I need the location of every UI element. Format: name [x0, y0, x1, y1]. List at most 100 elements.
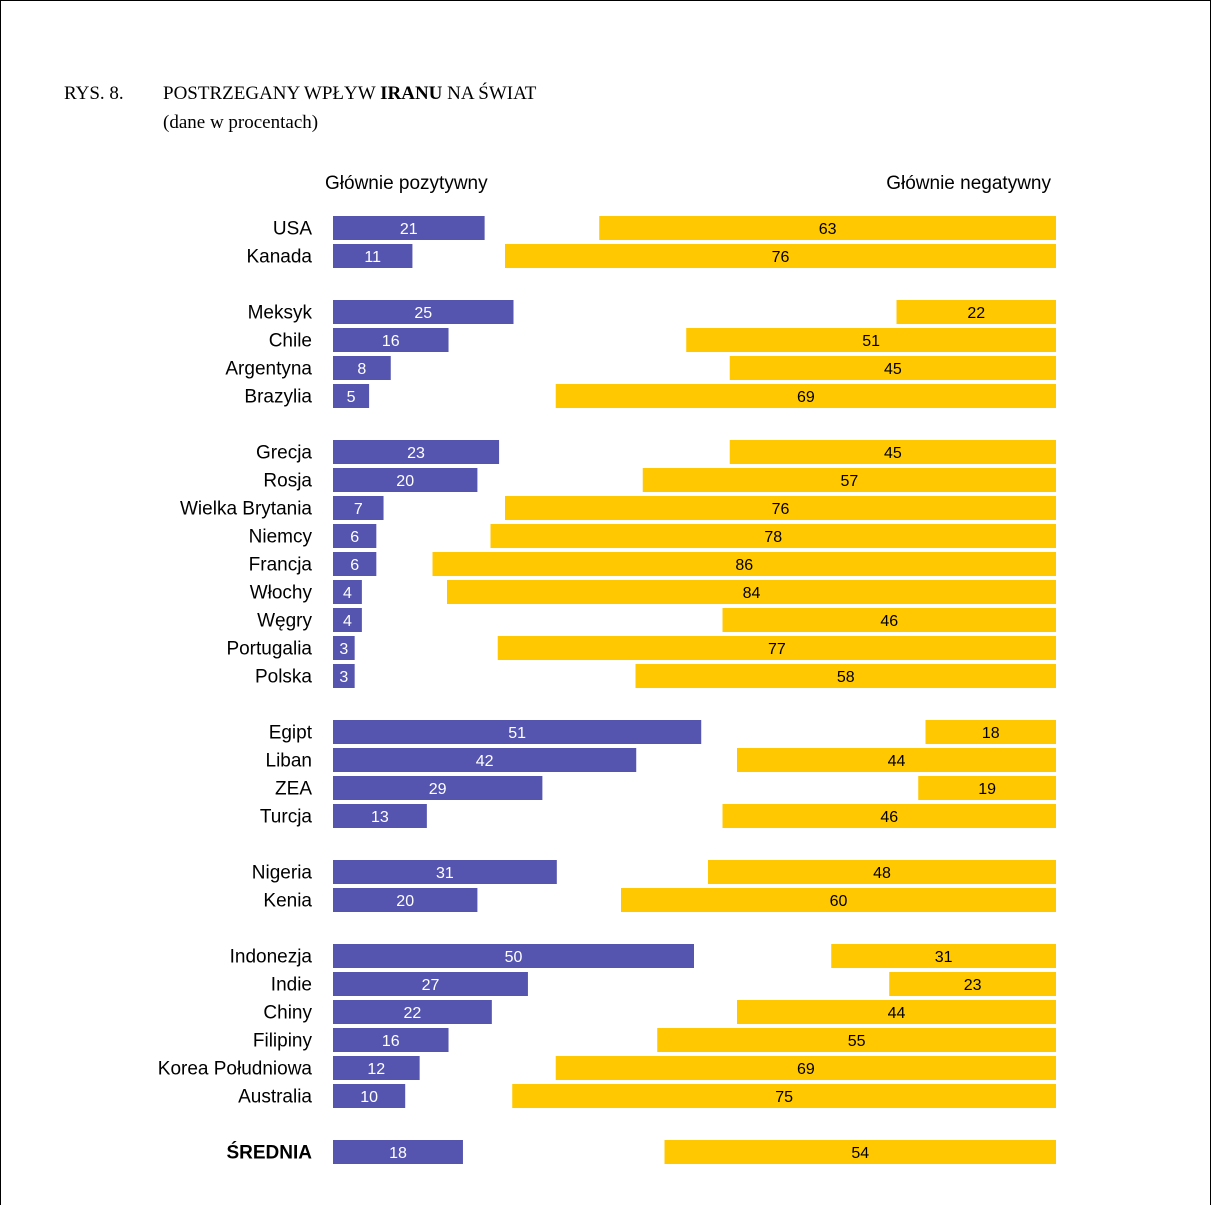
positive-value-label: 6: [350, 529, 359, 546]
category-label: Australia: [238, 1087, 312, 1108]
negative-value-label: 45: [884, 445, 902, 462]
positive-value-label: 21: [400, 221, 418, 238]
negative-value-label: 23: [964, 977, 982, 994]
negative-bar: [729, 440, 1056, 464]
negative-bar: [599, 216, 1056, 240]
positive-value-label: 20: [396, 473, 414, 490]
positive-bar: [333, 944, 694, 968]
figure-title-pre: POSTRZEGANY WPŁYW: [163, 83, 381, 104]
positive-bar: [333, 244, 413, 268]
figure-title-bold: IRANU: [380, 83, 443, 104]
category-label: Kenia: [263, 891, 312, 912]
category-label: ZEA: [275, 779, 312, 800]
positive-value-label: 8: [357, 361, 366, 378]
negative-bar: [925, 720, 1056, 744]
negative-value-label: 44: [888, 753, 906, 770]
positive-bar: [333, 384, 370, 408]
positive-bar: [333, 580, 362, 604]
negative-bar: [737, 748, 1056, 772]
positive-bar: [333, 440, 500, 464]
category-label: Korea Południowa: [158, 1059, 313, 1080]
legend-negative: Głównie negatywny: [886, 173, 1051, 194]
positive-bar: [333, 328, 449, 352]
category-label: Francja: [249, 555, 313, 576]
positive-value-label: 6: [350, 557, 359, 574]
category-label: Niemcy: [249, 527, 313, 548]
positive-value-label: 11: [364, 249, 381, 266]
category-label: Polska: [255, 667, 312, 688]
positive-value-label: 25: [414, 305, 432, 322]
negative-value-label: 77: [768, 641, 786, 658]
positive-value-label: 12: [367, 1061, 385, 1078]
figure-number: RYS. 8.: [64, 83, 124, 104]
negative-value-label: 76: [772, 249, 790, 266]
negative-bar: [918, 776, 1056, 800]
negative-bar: [497, 636, 1056, 660]
positive-bar: [333, 804, 427, 828]
negative-value-label: 69: [797, 1061, 815, 1078]
positive-bar: [333, 888, 478, 912]
negative-bar: [621, 888, 1056, 912]
positive-value-label: 23: [407, 445, 425, 462]
positive-value-label: 42: [476, 753, 494, 770]
positive-bar: [333, 720, 702, 744]
negative-value-label: 46: [880, 613, 898, 630]
negative-bar: [722, 804, 1056, 828]
negative-value-label: 46: [880, 809, 898, 826]
category-label: Chile: [269, 331, 312, 352]
category-label: Kanada: [246, 247, 312, 268]
negative-bar: [505, 244, 1056, 268]
positive-value-label: 31: [436, 865, 454, 882]
category-label: Chiny: [263, 1003, 312, 1024]
negative-bar: [708, 860, 1056, 884]
figure-title-post: NA ŚWIAT: [442, 83, 537, 104]
negative-value-label: 60: [830, 893, 848, 910]
positive-bar: [333, 860, 557, 884]
category-label: Indie: [271, 975, 312, 996]
positive-value-label: 29: [429, 781, 447, 798]
negative-bar: [686, 328, 1056, 352]
category-label: ŚREDNIA: [226, 1142, 312, 1164]
category-label: Rosja: [263, 471, 312, 492]
negative-bar: [635, 664, 1056, 688]
negative-value-label: 63: [819, 221, 837, 238]
negative-value-label: 78: [764, 529, 782, 546]
negative-bar: [729, 356, 1056, 380]
negative-bar: [831, 944, 1056, 968]
figure-subtitle: (dane w procentach): [163, 112, 319, 133]
negative-value-label: 57: [840, 473, 858, 490]
category-label: Grecja: [256, 443, 312, 464]
positive-value-label: 10: [360, 1089, 378, 1106]
positive-bar: [333, 300, 514, 324]
positive-value-label: 16: [382, 1033, 400, 1050]
negative-bar: [737, 1000, 1056, 1024]
positive-value-label: 27: [422, 977, 440, 994]
positive-bar: [333, 1056, 420, 1080]
negative-value-label: 31: [935, 949, 953, 966]
positive-bar: [333, 468, 478, 492]
category-label: Wielka Brytania: [180, 499, 312, 520]
positive-bar: [333, 1140, 463, 1164]
positive-value-label: 50: [505, 949, 523, 966]
negative-value-label: 58: [837, 669, 855, 686]
positive-value-label: 51: [508, 725, 526, 742]
negative-value-label: 18: [982, 725, 1000, 742]
positive-bar: [333, 664, 355, 688]
positive-bar: [333, 216, 485, 240]
negative-bar: [657, 1028, 1056, 1052]
negative-value-label: 19: [978, 781, 996, 798]
positive-value-label: 4: [343, 613, 352, 630]
positive-bar: [333, 1000, 492, 1024]
negative-bar: [642, 468, 1056, 492]
figure-title: POSTRZEGANY WPŁYW IRANU NA ŚWIAT: [163, 83, 536, 105]
negative-bar: [490, 524, 1056, 548]
positive-bar: [333, 776, 543, 800]
negative-value-label: 84: [743, 585, 761, 602]
positive-value-label: 22: [404, 1005, 422, 1022]
negative-bar: [889, 972, 1056, 996]
positive-bar: [333, 972, 528, 996]
category-label: USA: [273, 219, 312, 240]
positive-value-label: 18: [389, 1145, 407, 1162]
category-label: Włochy: [250, 583, 313, 604]
